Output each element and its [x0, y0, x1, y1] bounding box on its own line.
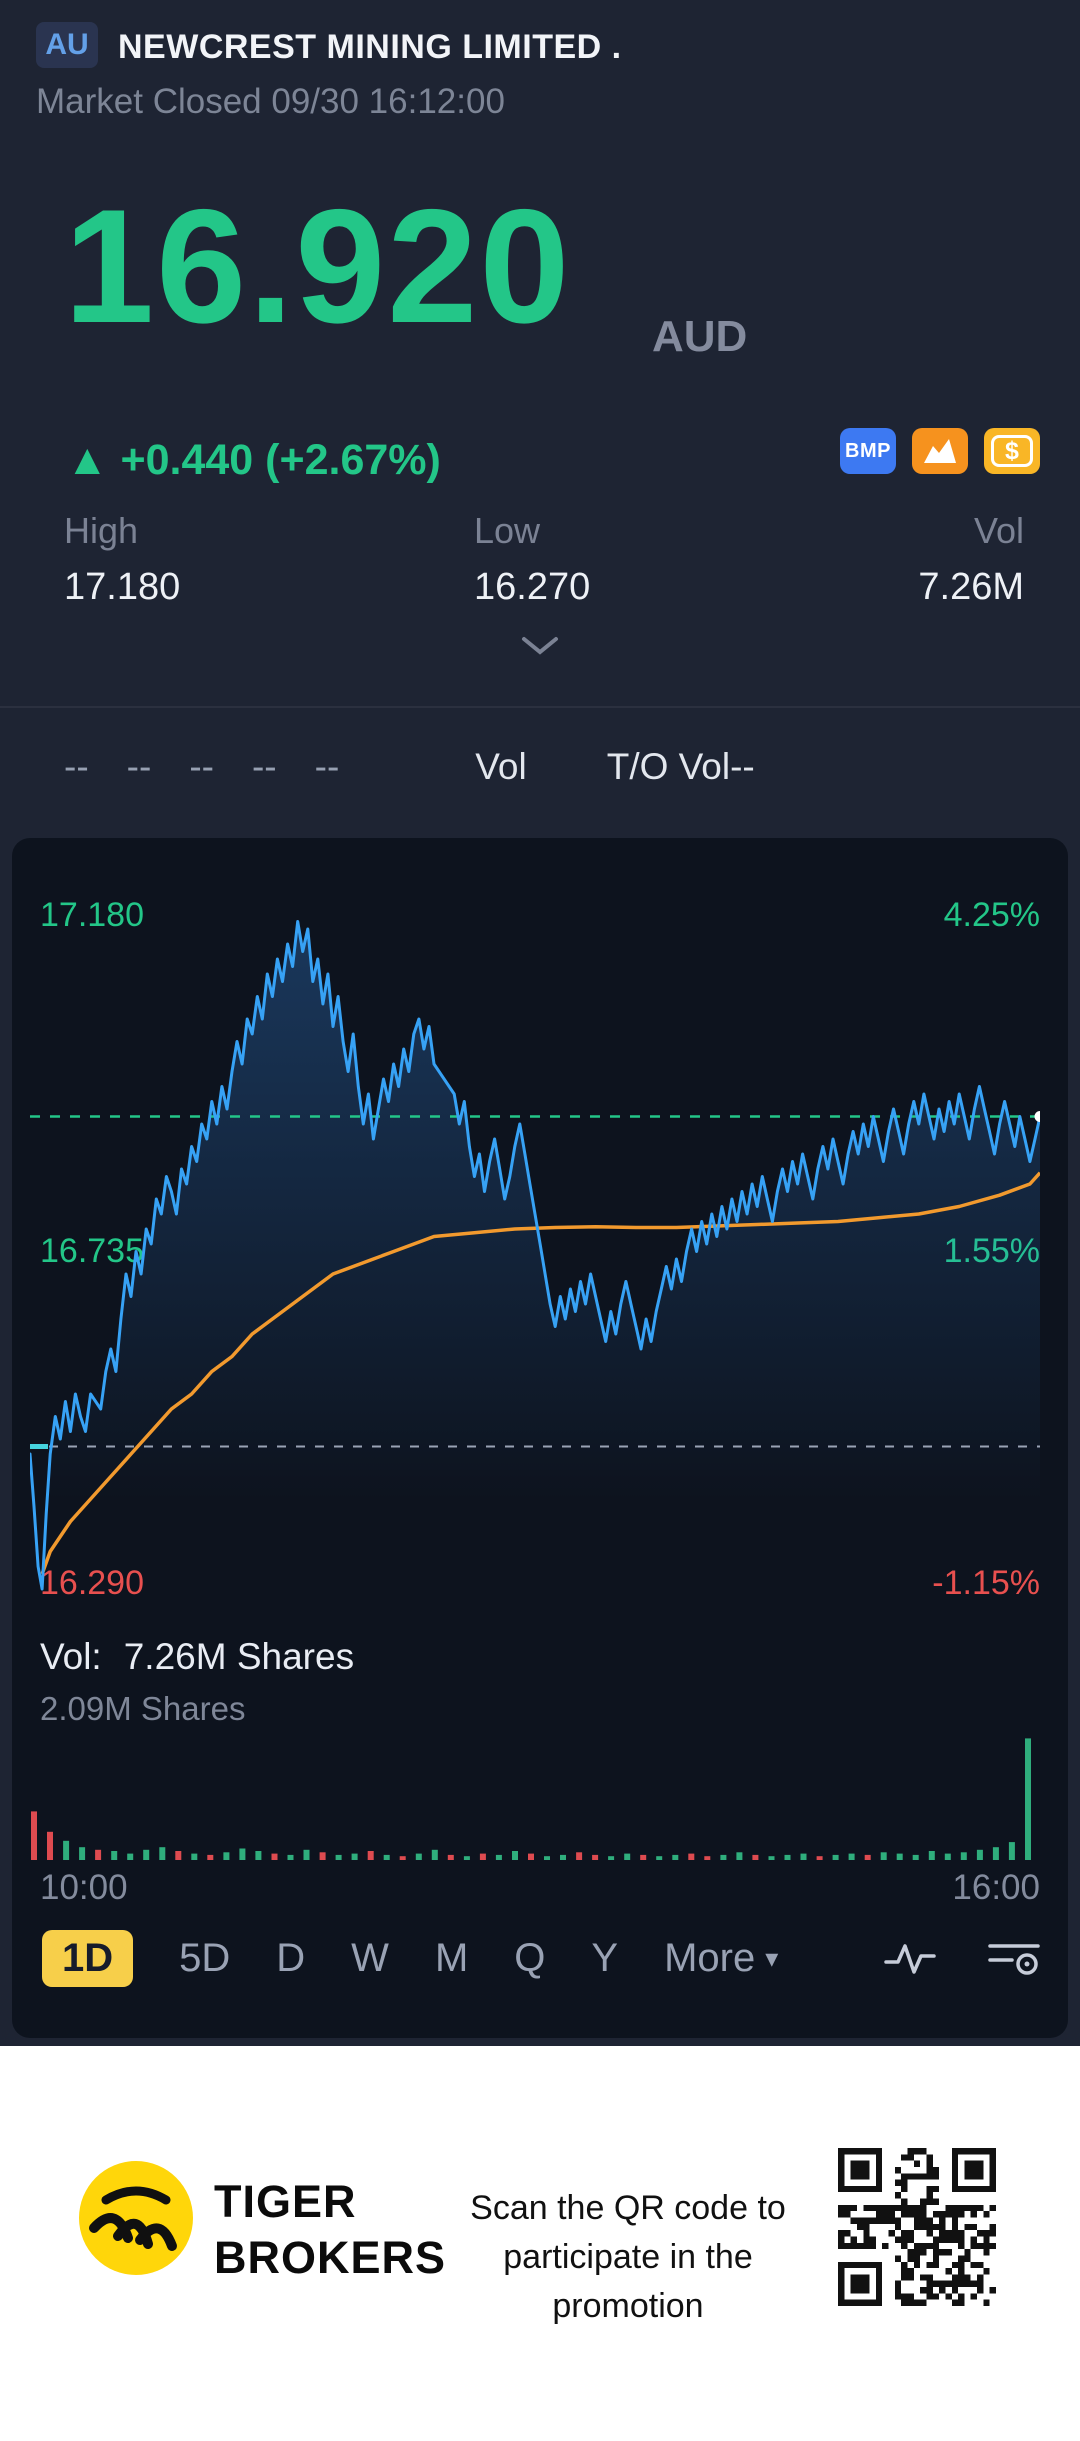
- feature-badges: BMP $: [840, 428, 1040, 474]
- chart-tools: [884, 1938, 1042, 1978]
- tab-1d[interactable]: 1D: [42, 1929, 134, 1987]
- promo-text: Scan the QR code to participate in the p…: [448, 2184, 808, 2331]
- caret-down-icon: ▾: [765, 1942, 779, 1973]
- brand-line-2: BROKERS: [214, 2232, 447, 2283]
- stock-title: NEWCREST MINING LIMITED .: [118, 28, 622, 66]
- turnover-vol-indicator[interactable]: T/O Vol--: [606, 746, 755, 787]
- x-axis-open-time: 10:00: [40, 1868, 128, 1907]
- more-label: More: [664, 1935, 756, 1980]
- dollar-glyph: $: [991, 435, 1033, 467]
- vol-indicator-toggle[interactable]: Vol: [475, 746, 527, 787]
- market-monitor-icon[interactable]: [912, 428, 968, 474]
- tab-day[interactable]: D: [276, 1935, 306, 1980]
- tab-week[interactable]: W: [351, 1935, 389, 1980]
- mountain-chart-icon: [924, 439, 956, 463]
- price-line-chart[interactable]: [30, 884, 1040, 1604]
- market-status: Market Closed 09/30 16:12:00: [36, 82, 505, 121]
- brand-line-1: TIGER: [214, 2176, 357, 2227]
- tiger-brokers-logo-icon: [79, 2161, 193, 2275]
- expand-chevron[interactable]: [0, 636, 1080, 656]
- promo-line-3: promotion: [552, 2287, 704, 2325]
- low-label: Low: [474, 510, 541, 551]
- tab-more[interactable]: More ▾: [664, 1936, 778, 1981]
- indicator-placeholder: --: [251, 746, 277, 787]
- volume-bar-chart[interactable]: [30, 1728, 1040, 1860]
- last-price: 16.920: [64, 176, 572, 357]
- qr-code: [838, 2148, 996, 2306]
- indicator-placeholder: --: [64, 746, 89, 787]
- brand-name: TIGER BROKERS: [214, 2174, 446, 2286]
- price-change: ▲ +0.440 (+2.67%): [66, 436, 441, 484]
- tab-year[interactable]: Y: [591, 1935, 619, 1980]
- vol-value: 7.26M: [918, 566, 1024, 608]
- volume-prefix: Vol:: [40, 1636, 102, 1677]
- tab-month[interactable]: M: [434, 1935, 469, 1980]
- indicator-placeholder: --: [189, 746, 214, 787]
- chevron-down-icon: [522, 637, 558, 655]
- high-label: High: [64, 510, 139, 551]
- axis-high-price: 17.180: [40, 896, 144, 934]
- low-value: 16.270: [474, 566, 591, 608]
- indicator-placeholder: --: [126, 746, 152, 787]
- high-value: 17.180: [64, 566, 181, 608]
- exchange-badge: AU: [36, 22, 98, 68]
- axis-mid-price: 16.735: [40, 1232, 144, 1270]
- indicator-placeholder: --: [314, 746, 340, 787]
- promo-line-2: participate in the: [503, 2238, 753, 2276]
- section-divider: [0, 706, 1080, 708]
- bmp-badge-icon[interactable]: BMP: [840, 428, 896, 474]
- volume-readout: Vol: 7.26M Shares: [40, 1636, 354, 1678]
- volume-shares: 7.26M Shares: [123, 1636, 355, 1677]
- axis-high-pct: 4.25%: [943, 896, 1040, 934]
- dollar-badge-icon[interactable]: $: [984, 428, 1040, 474]
- promo-footer: TIGER BROKERS Scan the QR code to partic…: [0, 2046, 1080, 2441]
- chart-panel: 17.180 4.25% 16.735 1.55% 16.290 -1.15% …: [12, 838, 1068, 2038]
- vol-label: Vol: [973, 510, 1024, 551]
- indicator-bar: -- -- -- -- -- Vol T/O Vol--: [64, 746, 755, 788]
- trend-line-icon[interactable]: [884, 1938, 936, 1978]
- x-axis-close-time: 16:00: [952, 1868, 1040, 1907]
- chart-settings-icon[interactable]: [986, 1938, 1042, 1978]
- tab-quarter[interactable]: Q: [514, 1935, 546, 1980]
- volume-scale-label: 2.09M Shares: [40, 1690, 246, 1727]
- period-tab-bar: 1D 5D D W M Q Y More ▾: [42, 1924, 1042, 1992]
- currency-label: AUD: [652, 312, 748, 361]
- promo-line-1: Scan the QR code to: [470, 2189, 786, 2227]
- tab-5d[interactable]: 5D: [179, 1935, 231, 1980]
